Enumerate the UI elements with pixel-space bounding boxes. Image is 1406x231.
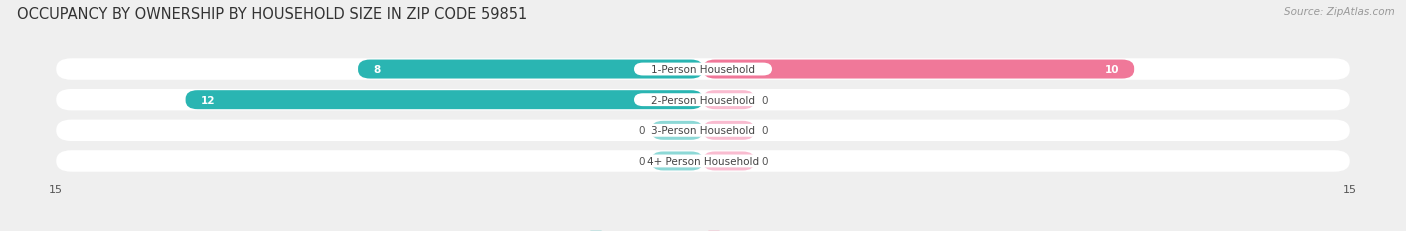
Text: 0: 0 (761, 156, 768, 166)
Legend: Owner-occupied, Renter-occupied: Owner-occupied, Renter-occupied (586, 227, 820, 231)
Text: 4+ Person Household: 4+ Person Household (647, 156, 759, 166)
Text: 10: 10 (1105, 65, 1119, 75)
FancyBboxPatch shape (56, 90, 1350, 111)
Text: Source: ZipAtlas.com: Source: ZipAtlas.com (1284, 7, 1395, 17)
FancyBboxPatch shape (703, 152, 755, 171)
FancyBboxPatch shape (634, 124, 772, 137)
Text: 0: 0 (761, 126, 768, 136)
FancyBboxPatch shape (186, 91, 703, 110)
FancyBboxPatch shape (703, 91, 755, 110)
FancyBboxPatch shape (651, 152, 703, 171)
FancyBboxPatch shape (651, 121, 703, 140)
FancyBboxPatch shape (56, 59, 1350, 80)
FancyBboxPatch shape (634, 63, 772, 76)
Text: 0: 0 (638, 126, 645, 136)
Text: 8: 8 (373, 65, 381, 75)
Text: 12: 12 (201, 95, 215, 105)
FancyBboxPatch shape (56, 120, 1350, 141)
Text: 0: 0 (638, 156, 645, 166)
Text: 2-Person Household: 2-Person Household (651, 95, 755, 105)
FancyBboxPatch shape (703, 121, 755, 140)
FancyBboxPatch shape (56, 151, 1350, 172)
FancyBboxPatch shape (359, 60, 703, 79)
FancyBboxPatch shape (634, 94, 772, 107)
FancyBboxPatch shape (703, 60, 1135, 79)
Text: OCCUPANCY BY OWNERSHIP BY HOUSEHOLD SIZE IN ZIP CODE 59851: OCCUPANCY BY OWNERSHIP BY HOUSEHOLD SIZE… (17, 7, 527, 22)
Text: 3-Person Household: 3-Person Household (651, 126, 755, 136)
FancyBboxPatch shape (634, 155, 772, 168)
Text: 0: 0 (761, 95, 768, 105)
Text: 1-Person Household: 1-Person Household (651, 65, 755, 75)
